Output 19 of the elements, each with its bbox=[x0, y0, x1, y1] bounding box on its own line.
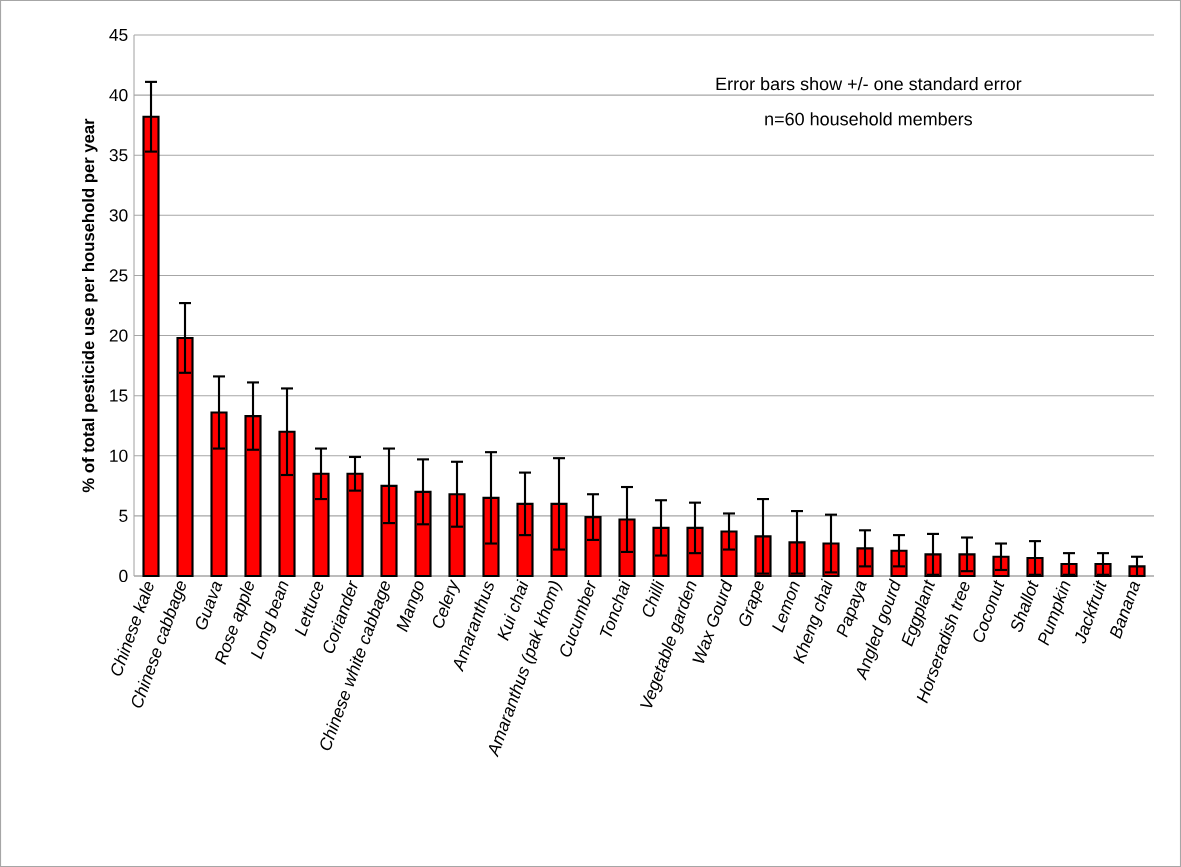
annotation: n=60 household members bbox=[765, 112, 973, 126]
y-tick-label: 35 bbox=[109, 149, 128, 162]
x-tick-label: Mango bbox=[396, 581, 424, 633]
y-tick-label: 15 bbox=[110, 389, 128, 402]
annotation: Error bars show +/- one standard error bbox=[716, 77, 1022, 91]
y-tick-label: 20 bbox=[109, 329, 128, 342]
y-tick-label: 25 bbox=[109, 269, 128, 282]
x-tick-label: Chilli bbox=[642, 578, 665, 617]
y-tick-label: 0 bbox=[119, 569, 128, 583]
y-tick-label: 30 bbox=[109, 209, 128, 222]
y-tick-label: 10 bbox=[110, 449, 128, 462]
x-tick-label: Lettuce bbox=[294, 581, 324, 637]
y-tick-label: 5 bbox=[119, 509, 128, 522]
y-axis-title: % of total pesticide use per household per year bbox=[81, 118, 98, 493]
y-tick-label: 40 bbox=[109, 88, 128, 102]
x-tick-label: Shallot bbox=[1011, 579, 1039, 632]
y-tick-label: 45 bbox=[109, 28, 128, 42]
x-tick-label: Kui chai bbox=[497, 578, 529, 642]
x-tick-label: Grape bbox=[739, 581, 764, 627]
